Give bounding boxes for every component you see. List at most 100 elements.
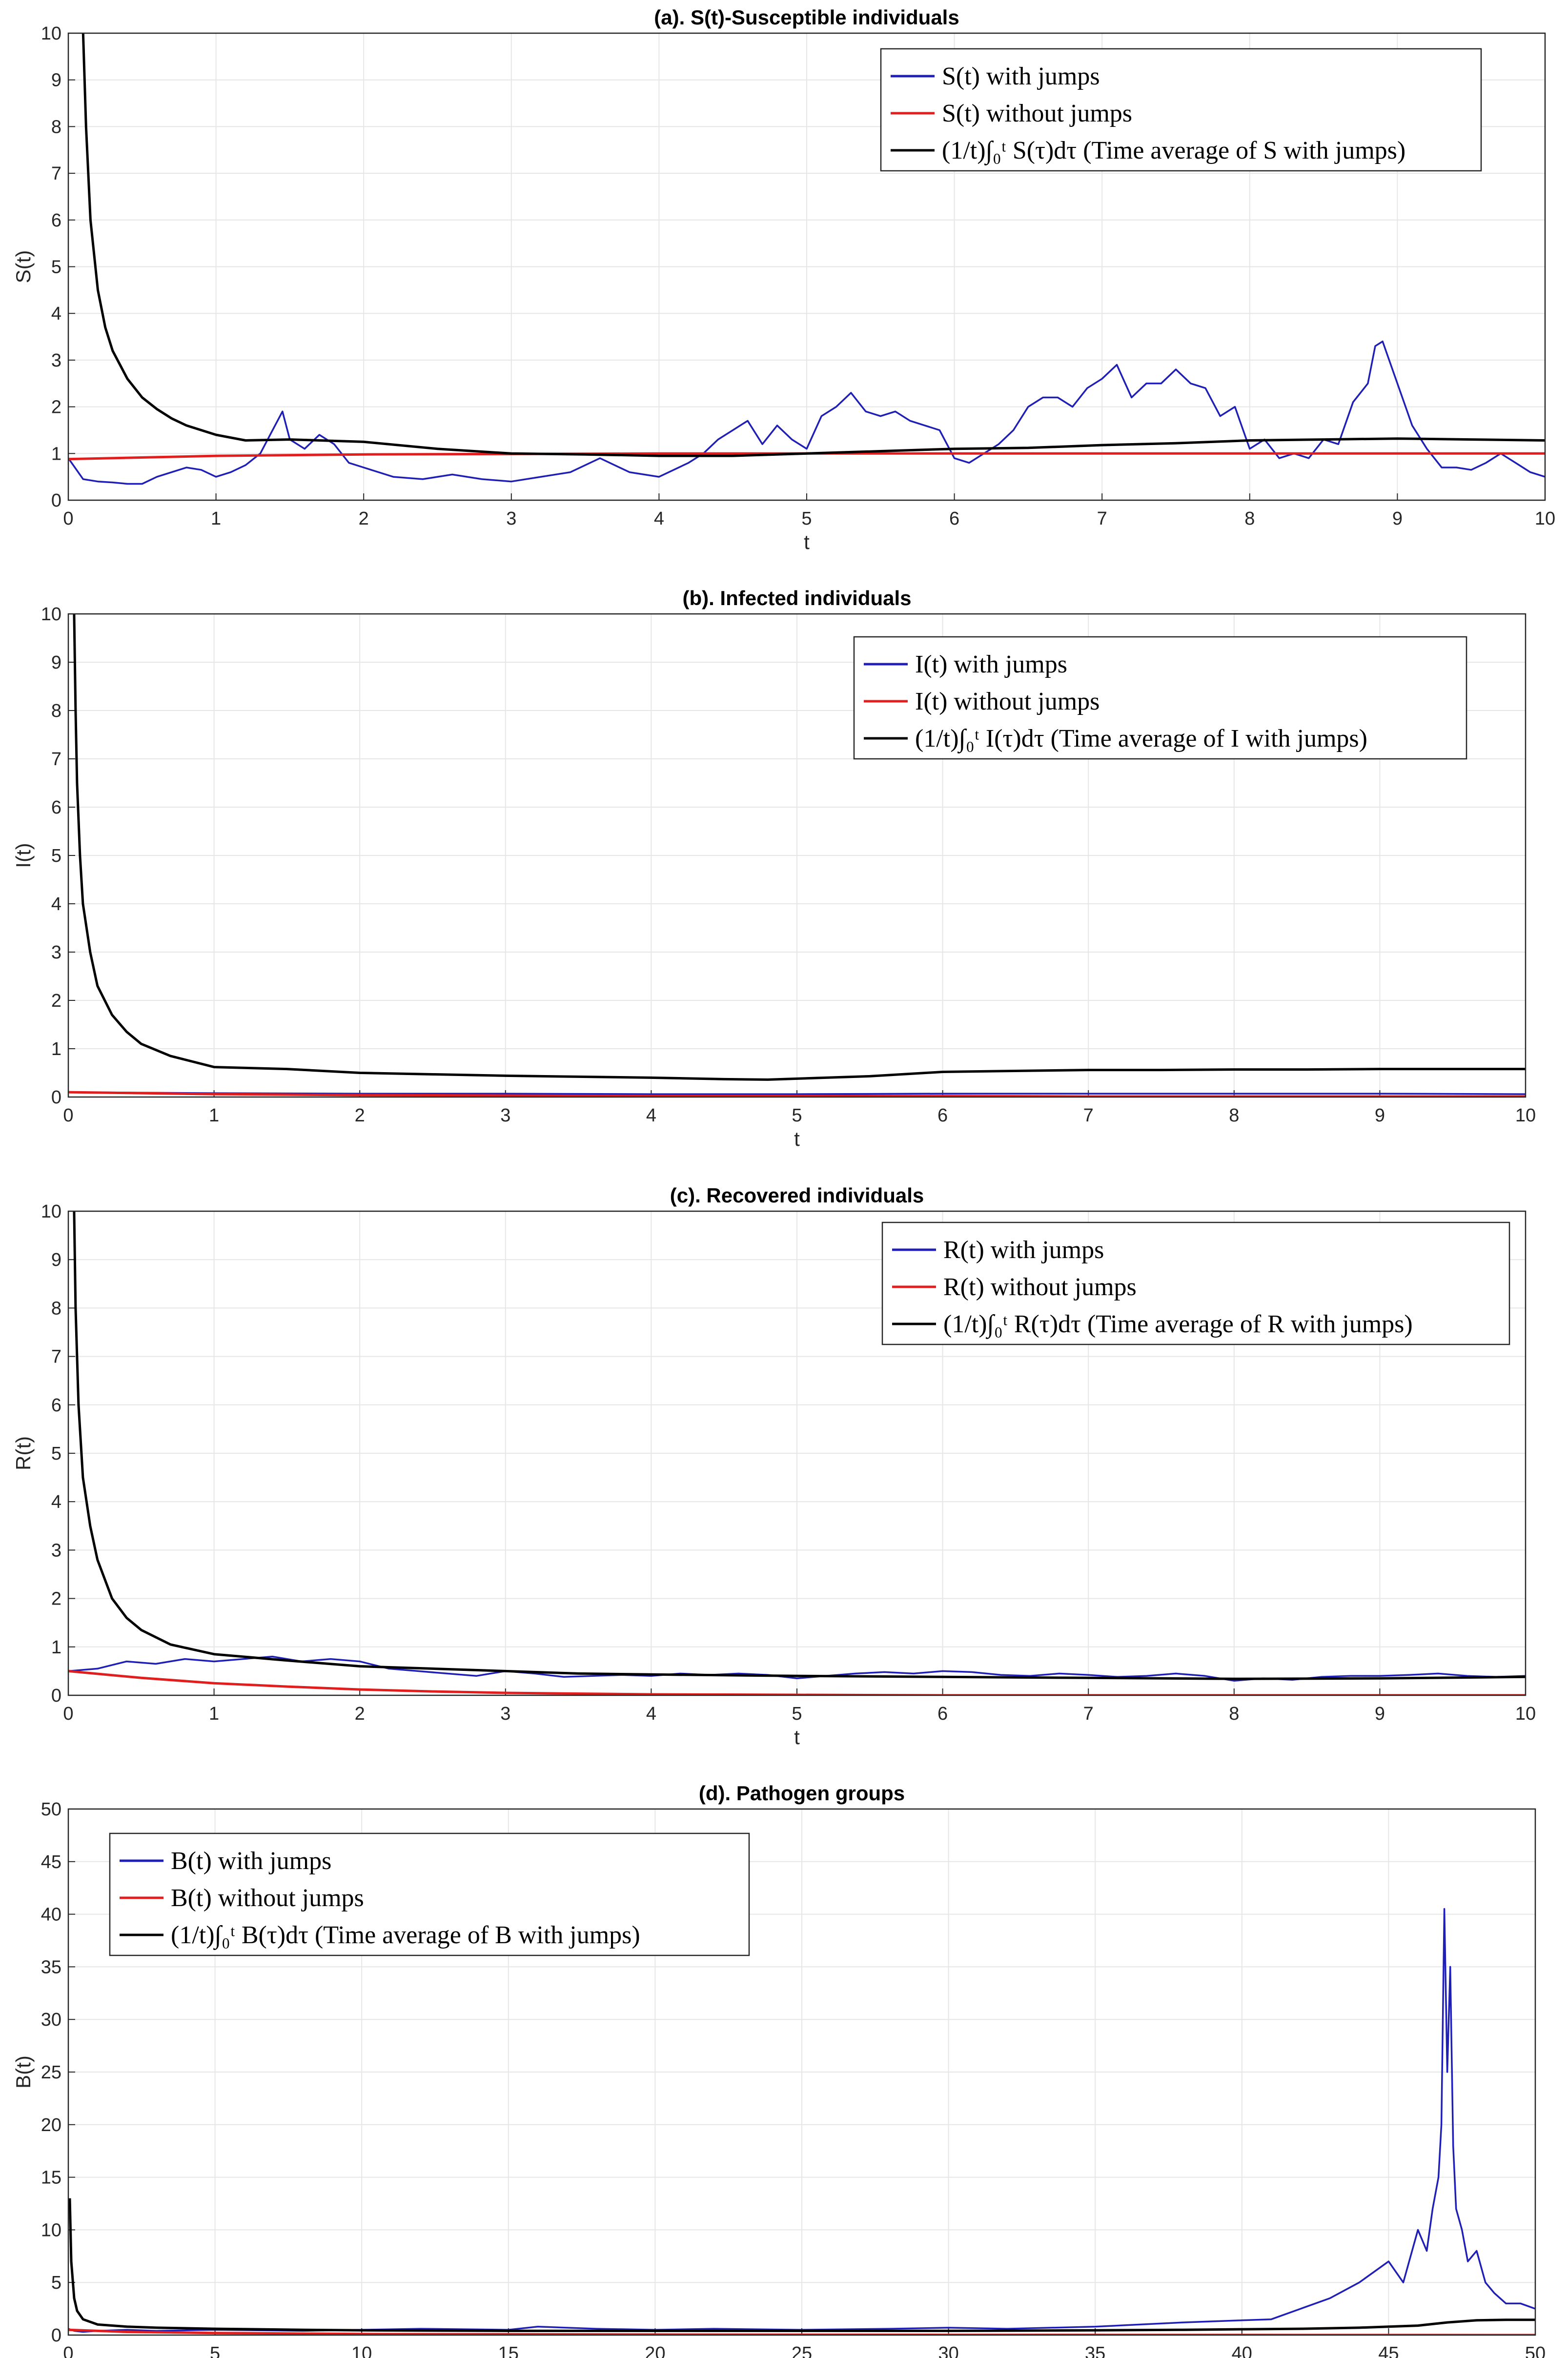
x-tick-label: 1 — [209, 1105, 219, 1126]
x-tick-label: 8 — [1229, 1105, 1239, 1126]
x-tick-label: 9 — [1375, 1704, 1385, 1724]
x-tick-label: 10 — [351, 2343, 372, 2358]
x-tick-label: 3 — [506, 508, 516, 529]
legend: R(t) with jumps R(t) without jumps (1/t)∫₀… — [881, 1221, 1510, 1345]
series-line-3 — [73, 614, 1526, 1081]
x-tick-label: 4 — [646, 1105, 656, 1126]
chart-panel-1: 0 1 2 3 4 5 6 7 8 9 10 0 1 2 3 4 5 6 7 8 9 10 (a). S(t)-Suscep… — [12, 6, 1555, 553]
legend-entry: (1/t)∫₀ᵗ S(τ)dτ (Time average of S with … — [942, 137, 1405, 165]
y-tick-label: 1 — [51, 1637, 61, 1658]
x-tick-label: 4 — [654, 508, 664, 529]
y-tick-label: 9 — [51, 652, 61, 673]
y-tick-label: 45 — [41, 1852, 61, 1872]
y-tick-label: 0 — [51, 1087, 61, 1108]
legend-entry: S(t) without jumps — [942, 100, 1132, 127]
legend: B(t) with jumps B(t) without jumps (1/t)∫₀… — [109, 1832, 750, 1956]
y-tick-label: 3 — [51, 942, 61, 963]
y-axis-label: B(t) — [12, 2055, 35, 2089]
x-tick-label: 1 — [209, 1704, 219, 1724]
y-tick-label: 10 — [41, 2220, 61, 2240]
x-tick-label: 35 — [1085, 2343, 1105, 2358]
y-tick-label: 4 — [51, 304, 61, 324]
y-tick-label: 9 — [51, 70, 61, 91]
x-tick-label: 0 — [63, 1105, 73, 1126]
legend: S(t) with jumps S(t) without jumps (1/t)∫₀… — [880, 48, 1482, 172]
series-line-3 — [81, 33, 1545, 457]
legend-entry: B(t) without jumps — [171, 1884, 364, 1912]
y-tick-label: 7 — [51, 1347, 61, 1367]
y-axis-label: I(t) — [12, 843, 35, 868]
y-tick-label: 25 — [41, 2062, 61, 2083]
chart-title: (a). S(t)-Susceptible individuals — [654, 6, 959, 29]
y-tick-label: 10 — [41, 604, 61, 625]
y-tick-label: 6 — [51, 797, 61, 818]
x-tick-label: 0 — [63, 1704, 73, 1724]
legend-box — [881, 1221, 1510, 1345]
chart-panel-3: 0 1 2 3 4 5 6 7 8 9 10 0 1 2 3 4 5 6 7 8 9 10 (c). Recovered i… — [12, 1184, 1536, 1748]
x-tick-label: 5 — [792, 1105, 802, 1126]
legend-entry: (1/t)∫₀ᵗ R(τ)dτ (Time average of R with … — [943, 1310, 1413, 1339]
x-tick-label: 8 — [1244, 508, 1255, 529]
chart-panel-4: 0 5 10 15 20 25 30 35 40 45 50 0 5 10 15 20 25 30 35 40 45 50… — [12, 1782, 1546, 2358]
y-tick-label: 1 — [51, 1039, 61, 1059]
legend: I(t) with jumps I(t) without jumps (1/t)∫₀… — [853, 636, 1467, 760]
y-tick-label: 6 — [51, 210, 61, 231]
legend-entry: I(t) without jumps — [915, 688, 1100, 715]
x-tick-label: 10 — [1535, 508, 1555, 529]
x-tick-label: 3 — [500, 1704, 510, 1724]
legend-box — [109, 1832, 750, 1956]
x-tick-label: 10 — [1515, 1105, 1536, 1126]
x-tick-label: 4 — [646, 1704, 656, 1724]
series-line-1 — [68, 1091, 1526, 1095]
x-tick-label: 9 — [1375, 1105, 1385, 1126]
x-tick-label: 9 — [1392, 508, 1403, 529]
y-tick-label: 5 — [51, 1443, 61, 1464]
x-tick-label: 7 — [1083, 1704, 1094, 1724]
x-tick-label: 8 — [1229, 1704, 1239, 1724]
y-tick-label: 40 — [41, 1905, 61, 1925]
y-tick-label: 8 — [51, 117, 61, 137]
legend-entry: (1/t)∫₀ᵗ I(τ)dτ (Time average of I with … — [915, 725, 1367, 753]
x-axis-label: t — [794, 1726, 800, 1748]
x-tick-label: 30 — [938, 2343, 958, 2358]
y-tick-label: 35 — [41, 1957, 61, 1977]
x-tick-label: 3 — [500, 1105, 510, 1126]
y-tick-label: 1 — [51, 444, 61, 464]
y-tick-label: 4 — [51, 894, 61, 915]
x-tick-label: 15 — [498, 2343, 519, 2358]
y-tick-label: 15 — [41, 2168, 61, 2188]
axes-box — [67, 32, 1546, 501]
series-line-3 — [73, 1211, 1526, 1680]
x-tick-label: 5 — [792, 1704, 802, 1724]
series-line-2 — [68, 1669, 1526, 1695]
x-tick-label: 6 — [949, 508, 959, 529]
legend-entry: R(t) without jumps — [943, 1273, 1137, 1301]
y-tick-label: 3 — [51, 1540, 61, 1561]
y-tick-label: 9 — [51, 1250, 61, 1270]
axes-box — [67, 1808, 1536, 2336]
y-tick-label: 20 — [41, 2115, 61, 2135]
y-tick-label: 2 — [51, 991, 61, 1011]
chart-title: (c). Recovered individuals — [670, 1184, 924, 1207]
y-tick-label: 5 — [51, 2273, 61, 2293]
legend-entry: S(t) with jumps — [942, 62, 1100, 90]
y-tick-label: 10 — [41, 1201, 61, 1222]
y-tick-label: 5 — [51, 257, 61, 278]
y-tick-label: 2 — [51, 397, 61, 418]
legend-box — [853, 636, 1467, 760]
x-tick-label: 40 — [1232, 2343, 1252, 2358]
y-tick-label: 7 — [51, 749, 61, 770]
x-axis-label: t — [804, 530, 810, 553]
legend-entry: B(t) with jumps — [171, 1847, 331, 1875]
axes-box — [67, 1210, 1527, 1696]
legend-entry: I(t) with jumps — [915, 650, 1067, 678]
x-tick-label: 0 — [63, 2343, 73, 2358]
x-tick-label: 45 — [1378, 2343, 1399, 2358]
x-tick-label: 50 — [1525, 2343, 1546, 2358]
y-tick-label: 30 — [41, 2010, 61, 2030]
legend-entry: (1/t)∫₀ᵗ B(τ)dτ (Time average of B with … — [171, 1921, 640, 1950]
y-tick-label: 10 — [41, 23, 61, 44]
series-line-3 — [68, 2198, 1535, 2332]
axes-box — [67, 613, 1527, 1098]
